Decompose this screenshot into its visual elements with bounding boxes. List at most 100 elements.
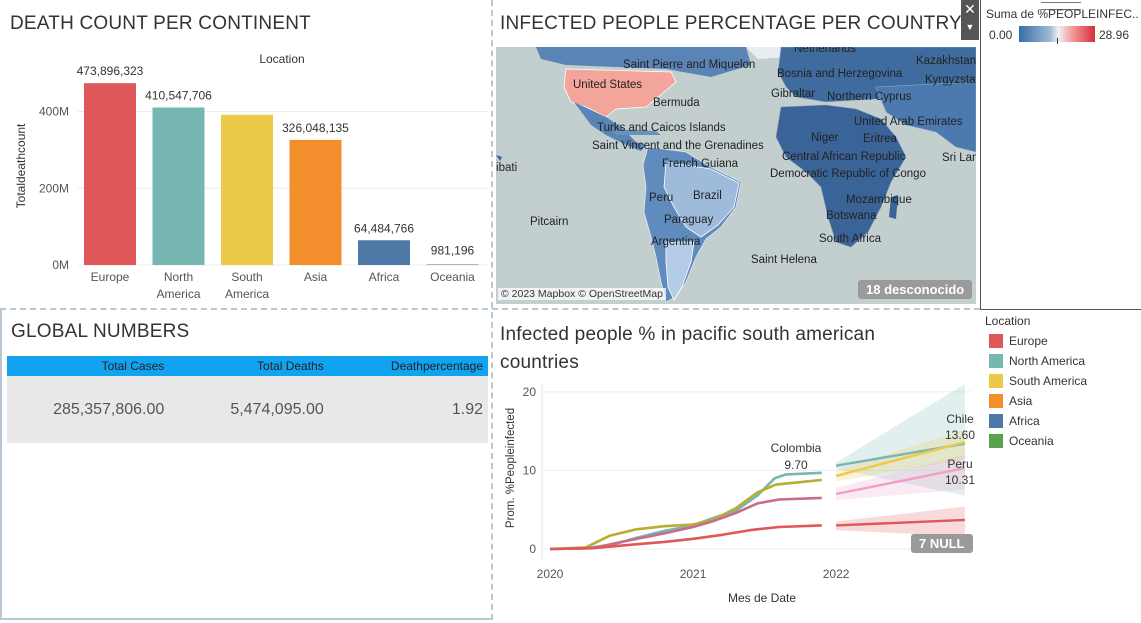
line-y-tick-label: 20 [523,385,537,399]
header-total-deaths[interactable]: Total Deaths [257,359,324,373]
line-x-tick-label: 2022 [823,567,850,581]
color-legend-marker [1057,38,1058,44]
line-x-axis-title: Mes de Date [728,591,796,605]
svg-text:Bosnia and Herzegovina: Bosnia and Herzegovina [777,68,903,80]
unknown-count-badge[interactable]: 18 desconocido [858,280,973,299]
death-count-title: DEATH COUNT PER CONTINENT [10,13,311,34]
global-numbers-table: Total Cases Total Deaths Deathpercentage… [7,356,488,443]
bar-category-label: Europe [91,270,130,284]
forecast-band [836,454,965,501]
svg-text:United Arab Emirates: United Arab Emirates [854,116,963,128]
bar-europe[interactable] [84,83,136,265]
bar-chart-header: Location [259,52,304,66]
map-region-madagascar[interactable] [889,195,898,219]
forecast-line[interactable] [835,440,966,478]
global-numbers-panel: GLOBAL NUMBERS Total Cases Total Deaths … [0,310,491,620]
chevron-down-icon[interactable]: ▼ [965,22,975,32]
map-region-caribbean[interactable] [611,129,661,135]
infected-line-chart[interactable]: Mes de Date Prom. %Peopleinfected 010202… [494,310,980,623]
svg-text:Mozambique: Mozambique [846,194,912,206]
color-legend-max: 28.96 [1099,28,1130,42]
legend-swatch [989,414,1003,428]
series-line[interactable] [549,496,822,551]
global-numbers-header-row: Total Cases Total Deaths Deathpercentage [7,356,488,376]
svg-text:Democratic Republic of Congo: Democratic Republic of Congo [770,168,926,180]
legend-drag-handle[interactable] [1041,2,1081,10]
svg-text:Brazil: Brazil [693,190,722,202]
forecast-line[interactable] [835,466,966,496]
null-count-badge[interactable]: 7 NULL [911,534,973,553]
bar-north-america[interactable] [152,107,205,265]
svg-text:Botswana: Botswana [826,210,877,222]
bar-y-tick-label: 400M [39,105,69,119]
bar-y-tick-label: 0M [52,258,69,272]
svg-text:Bermuda: Bermuda [653,97,700,109]
map-country-labels: Netherlands Kazakhstan Saint Pierre and … [496,47,976,266]
map-region-mexico-central-america[interactable] [574,102,646,151]
map-toolbar: ✕ ▼ [961,0,979,40]
annotation-colombia-value: 9.70 [784,458,808,472]
bar-africa[interactable] [358,240,410,265]
svg-text:Paraguay: Paraguay [664,214,713,226]
global-numbers-value-row[interactable]: 285,357,806.00 5,474,095.00 1.92 [7,376,488,443]
svg-text:Netherlands: Netherlands [794,47,856,55]
line-chart-panel: Infected people % in pacific south ameri… [494,310,980,623]
header-deathpercentage[interactable]: Deathpercentage [390,359,483,373]
series-line[interactable] [549,478,822,551]
color-legend-gradient[interactable] [1019,26,1095,42]
vertical-divider [491,0,493,620]
legend-swatch [989,354,1003,368]
map-attribution[interactable]: © 2023 Mapbox © OpenStreetMap [498,288,666,300]
map-region-antarctica-islands [496,155,502,161]
header-total-cases[interactable]: Total Cases [101,359,165,373]
legend-item-north-america[interactable]: North America [989,354,1085,370]
bar-category-label: America [225,287,269,301]
death-count-bar-chart[interactable]: Location Totaldeathcount 0M 200M 400M 473,… [0,0,491,308]
legend-item-asia[interactable]: Asia [989,394,1032,410]
line-chart-title: Infected people % in pacific south ameri… [500,324,876,373]
svg-text:Niger: Niger [811,132,839,144]
map-title: INFECTED PEOPLE PERCENTAGE PER COUNTRY [500,13,962,34]
bar-category-label: Africa [369,270,400,284]
svg-text:Saint Helena: Saint Helena [751,254,817,266]
annotation-chile-name: Chile [946,412,974,426]
map-region-argentina[interactable] [665,241,695,301]
map-region-canada[interactable] [536,47,751,77]
global-numbers-title: GLOBAL NUMBERS [11,321,190,342]
svg-text:Kyrgyzstan: Kyrgyzstan [925,74,976,86]
svg-text:Eritrea: Eritrea [863,133,897,145]
series-line[interactable] [549,524,822,551]
svg-text:Northern Cyprus: Northern Cyprus [827,91,912,103]
total-deaths-value: 5,474,095.00 [230,400,324,418]
bar-data-label: 410,547,706 [145,88,212,102]
line-y-axis-title: Prom. %Peopleinfected [505,408,517,528]
annotation-peru-name: Peru [947,457,972,471]
forecast-line[interactable] [836,518,965,527]
bar-data-label: 64,484,766 [354,221,414,235]
world-map[interactable]: Netherlands Kazakhstan Saint Pierre and … [496,47,976,304]
map-region-united-states[interactable] [563,68,677,118]
legend-item-oceania[interactable]: Oceania [989,434,1054,450]
legend-item-south-america[interactable]: South America [989,374,1087,390]
legend-item-europe[interactable]: Europe [989,334,1048,350]
bar-south-america[interactable] [221,114,273,265]
bar-oceania[interactable] [426,264,479,265]
annotation-chile-value: 13.60 [945,428,975,442]
svg-text:Saint Pierre and Miquelon: Saint Pierre and Miquelon [623,59,755,71]
annotation-peru-value: 10.31 [945,473,975,487]
death-count-panel: DEATH COUNT PER CONTINENT Location Total… [0,0,491,308]
bar-category-label: Oceania [430,270,475,284]
map-region-asia[interactable] [875,81,976,153]
bar-asia[interactable] [289,139,342,265]
bar-data-label: 473,896,323 [77,64,144,78]
map-region-brazil[interactable] [663,161,740,238]
legend-swatch [989,434,1003,448]
line-x-tick-label: 2021 [680,567,707,581]
legend-item-africa[interactable]: Africa [989,414,1040,430]
svg-text:Pitcairn: Pitcairn [530,216,568,228]
close-icon[interactable]: ✕ [964,1,976,17]
color-legend-min: 0.00 [989,28,1013,42]
bar-category-label: South [231,270,262,284]
line-y-tick-label: 0 [529,542,536,556]
map-region-africa[interactable] [775,104,907,248]
